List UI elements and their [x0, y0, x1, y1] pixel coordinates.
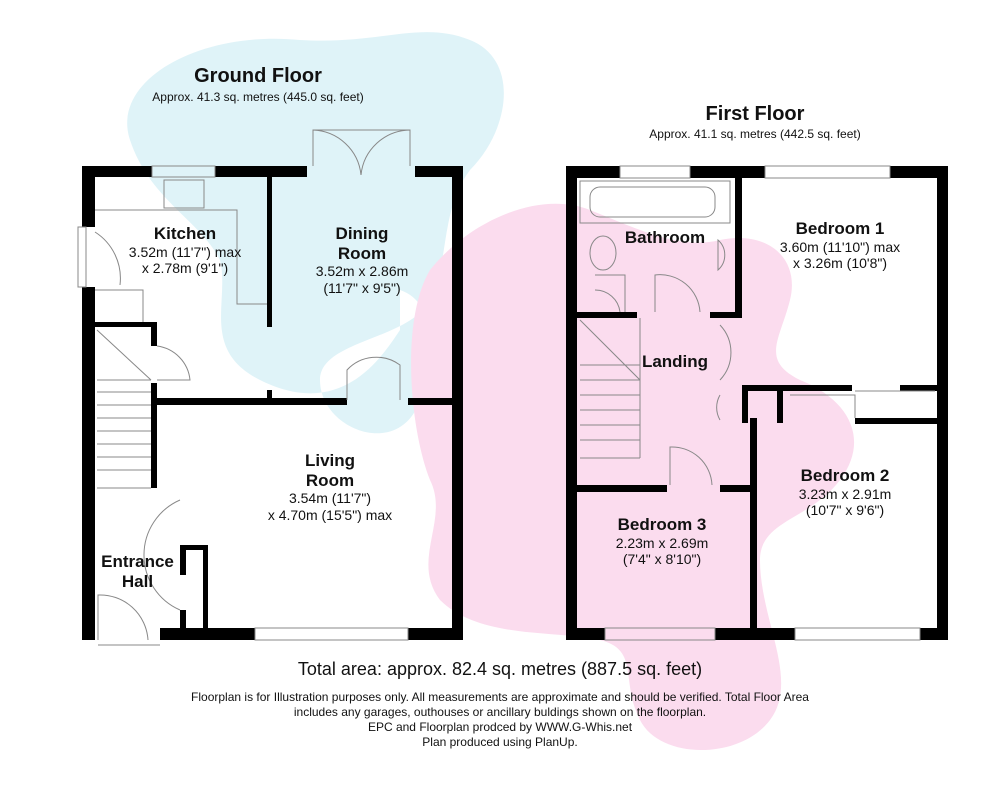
room-dimension: x 4.70m (15'5") max	[267, 506, 393, 523]
first-floor-fixtures	[579, 165, 935, 641]
total-area: Total area: approx. 82.4 sq. metres (887…	[297, 659, 703, 679]
room-bedroom-1: Bedroom 1 3.60m (11'10") max x 3.26m (10…	[750, 219, 930, 272]
room-name: Dining	[335, 224, 389, 243]
room-name: Bedroom 1	[795, 219, 885, 238]
disclaimer-line: includes any garages, outhouses or ancil…	[293, 705, 707, 719]
room-dimension: x 3.26m (10'8")	[792, 255, 887, 272]
disclaimer: Floorplan is for Illustration purposes o…	[0, 690, 1000, 750]
room-name: Hall	[121, 571, 154, 591]
room-dimension: 3.54m (11'7")	[288, 490, 372, 507]
room-bathroom: Bathroom	[610, 228, 720, 248]
room-name: Landing	[641, 352, 709, 371]
ground-floor-walls	[82, 166, 463, 640]
room-dimension: 3.23m x 2.91m	[798, 485, 892, 502]
room-dimension: (7'4" x 8'10")	[622, 551, 702, 568]
ground-floor-area: Approx. 41.3 sq. metres (445.0 sq. feet)	[152, 90, 364, 104]
room-dimension: 3.52m x 2.86m	[315, 263, 409, 280]
room-name: Bathroom	[624, 228, 706, 247]
ground-floor-fixtures	[77, 129, 411, 646]
disclaimer-line: Floorplan is for Illustration purposes o…	[191, 690, 809, 704]
room-living: Living Room 3.54m (11'7") x 4.70m (15'5"…	[230, 451, 430, 524]
room-dining: Dining Room 3.52m x 2.86m (11'7" x 9'5")	[272, 224, 452, 297]
watermark-blob-pink	[411, 203, 855, 751]
first-floor-title: First Floor	[705, 103, 805, 125]
room-name: Room	[305, 470, 355, 490]
disclaimer-line: EPC and Floorplan prodced by WWW.G-Whis.…	[367, 720, 633, 734]
room-dimension: 2.23m x 2.69m	[615, 534, 709, 551]
room-entrance-hall: Entrance Hall	[90, 552, 185, 591]
room-bedroom-3: Bedroom 3 2.23m x 2.69m (7'4" x 8'10")	[577, 515, 747, 568]
room-kitchen: Kitchen 3.52m (11'7") max x 2.78m (9'1")	[95, 224, 275, 277]
room-dimension: 3.60m (11'10") max	[779, 238, 901, 255]
room-bedroom-2: Bedroom 2 3.23m x 2.91m (10'7" x 9'6")	[755, 466, 935, 519]
ground-floor-title: Ground Floor	[194, 65, 322, 87]
room-dimension: (11'7" x 9'5")	[323, 279, 401, 296]
room-name: Kitchen	[153, 224, 217, 243]
room-dimension: x 2.78m (9'1")	[141, 260, 229, 277]
room-name: Room	[337, 243, 387, 263]
room-name: Entrance	[101, 552, 174, 571]
first-floor-area: Approx. 41.1 sq. metres (442.5 sq. feet)	[649, 127, 861, 141]
room-name: Bedroom 2	[800, 466, 890, 485]
room-name: Bedroom 3	[617, 515, 707, 534]
room-name: Living	[304, 451, 356, 470]
first-floor-walls	[566, 166, 948, 640]
room-landing: Landing	[620, 352, 730, 372]
room-dimension: (10'7" x 9'6")	[805, 502, 885, 519]
room-dimension: 3.52m (11'7") max	[128, 243, 242, 260]
disclaimer-line: Plan produced using PlanUp.	[422, 735, 578, 749]
